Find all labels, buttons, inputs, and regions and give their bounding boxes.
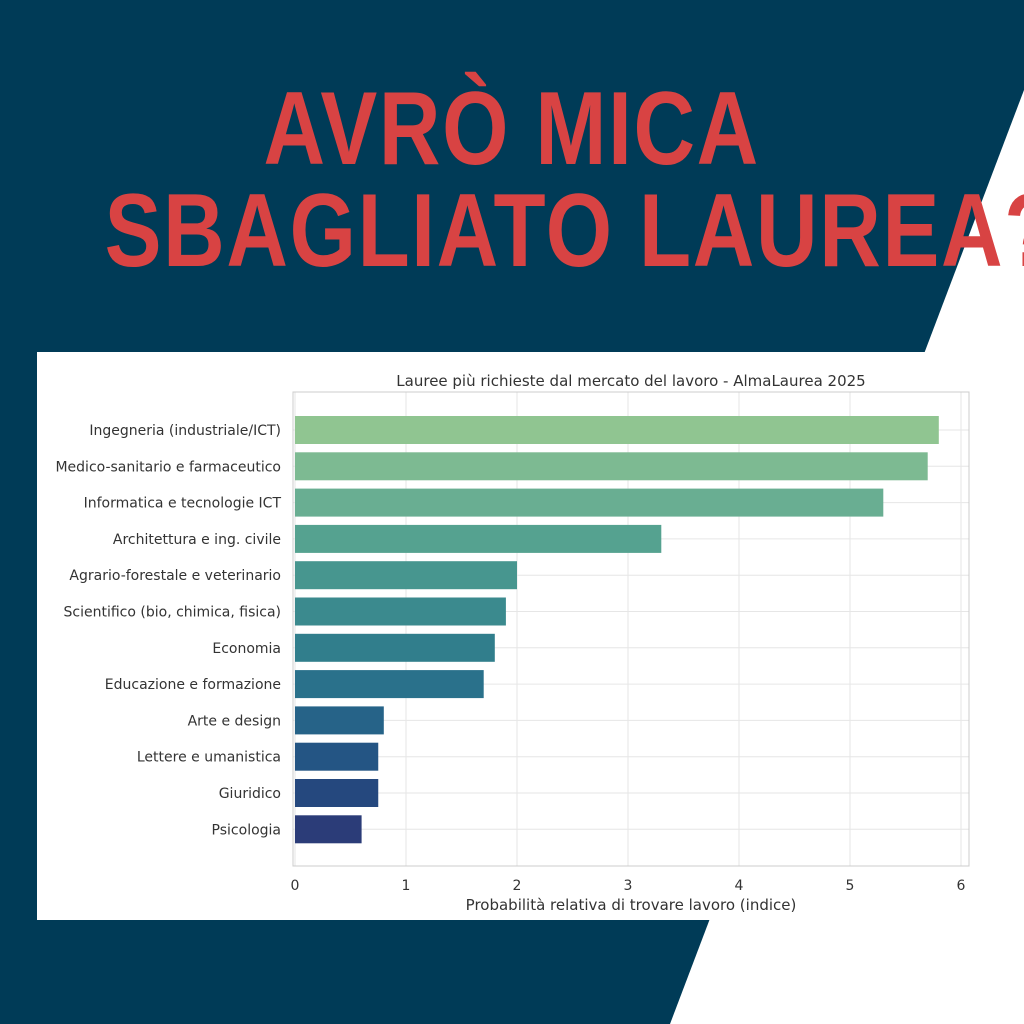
axes-frame: [292, 391, 970, 867]
bar: [295, 452, 928, 481]
bar: [295, 779, 379, 807]
bar: [295, 633, 495, 662]
bar: [295, 597, 506, 626]
chart-title: Lauree più richieste dal mercato del lav…: [396, 372, 865, 390]
bar: [295, 416, 939, 444]
chart-card: Lauree più richieste dal mercato del lav…: [37, 352, 997, 920]
category-label: Lettere e umanistica: [137, 750, 281, 766]
headline-line-2-text: SBAGLIATO LAUREA?: [104, 173, 1024, 289]
x-tick-label: 4: [735, 878, 744, 894]
x-tick-label: 1: [402, 878, 411, 894]
x-tick-label: 3: [624, 878, 633, 894]
bar: [295, 706, 384, 735]
category-label: Arte e design: [188, 713, 281, 729]
category-label: Architettura e ing. civile: [113, 532, 281, 548]
headline-line-1: AVRÒ MICA: [0, 76, 1024, 182]
bar: [295, 742, 379, 771]
x-tick-label: 6: [957, 878, 966, 894]
category-label: Ingegneria (industriale/ICT): [89, 423, 281, 439]
x-tick-label: 2: [513, 878, 522, 894]
category-label: Psicologia: [212, 822, 281, 838]
bar: [295, 815, 362, 844]
headline-line-1-text: AVRÒ MICA: [263, 71, 761, 187]
category-label: Agrario-forestale e veterinario: [69, 568, 281, 584]
x-tick-label: 5: [846, 878, 855, 894]
category-label: Scientifico (bio, chimica, fisica): [64, 605, 281, 621]
headline-line-2: SBAGLIATO LAUREA?: [0, 178, 1024, 284]
bar-chart: Lauree più richieste dal mercato del lav…: [55, 372, 970, 914]
bar: [295, 488, 884, 517]
category-label: Giuridico: [219, 786, 281, 802]
category-labels: Ingegneria (industriale/ICT) Medico-sanit…: [55, 423, 281, 838]
x-tick-labels: 0 1 2 3 4 5 6: [291, 878, 966, 894]
category-label: Medico-sanitario e farmaceutico: [55, 459, 281, 475]
bar: [295, 561, 517, 590]
bar: [295, 670, 484, 699]
x-tick-label: 0: [291, 878, 300, 894]
category-label: Informatica e tecnologie ICT: [84, 496, 282, 512]
category-label: Economia: [212, 641, 281, 657]
x-axis-label: Probabilità relativa di trovare lavoro (…: [466, 896, 797, 914]
category-label: Educazione e formazione: [105, 677, 281, 693]
bar: [295, 524, 662, 553]
bars: [295, 416, 939, 844]
